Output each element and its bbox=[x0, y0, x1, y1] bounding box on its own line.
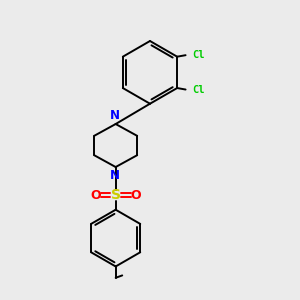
Text: Cl: Cl bbox=[192, 50, 204, 60]
Text: N: N bbox=[110, 169, 120, 182]
Text: O: O bbox=[91, 189, 101, 202]
Text: Cl: Cl bbox=[192, 85, 204, 94]
Text: N: N bbox=[110, 109, 120, 122]
Text: S: S bbox=[111, 188, 121, 203]
Text: O: O bbox=[130, 189, 141, 202]
